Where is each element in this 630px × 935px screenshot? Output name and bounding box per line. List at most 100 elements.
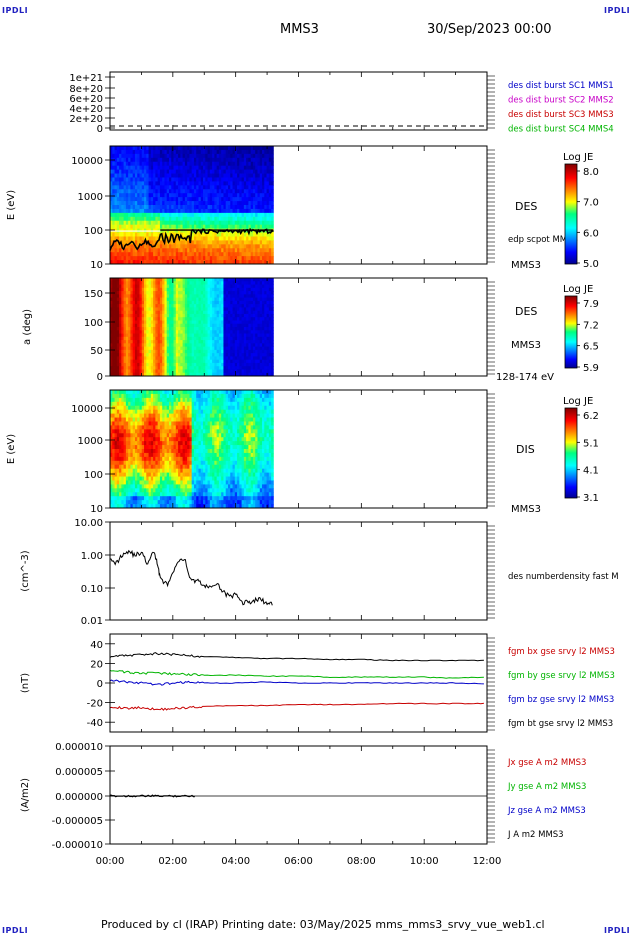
des_pitch-cell — [209, 372, 213, 377]
des_pitch-cell — [259, 366, 263, 370]
des_pitch-cell — [268, 281, 272, 285]
des_energy-cell — [266, 236, 270, 241]
dis_energy-cell — [144, 472, 147, 477]
des_pitch-cell — [209, 300, 213, 305]
des_pitch-cell — [114, 300, 118, 305]
des_energy-cell — [153, 153, 156, 159]
des_energy-cell — [241, 205, 245, 210]
des_energy-cell — [178, 185, 181, 190]
des_pitch-cell — [155, 327, 159, 331]
des_pitch-cell — [130, 343, 134, 347]
des_energy-cell — [271, 197, 274, 202]
des_pitch-cell — [134, 349, 138, 354]
des_energy-cell — [144, 146, 147, 151]
dis_energy-cell — [119, 437, 122, 442]
des_pitch-cell — [216, 278, 220, 282]
des_pitch-cell — [182, 369, 186, 374]
des_pitch-cell — [112, 278, 115, 282]
dis_energy-cell — [144, 464, 147, 470]
des_pitch-cell — [221, 359, 224, 364]
des_pitch-cell — [271, 372, 274, 377]
des_energy-cell — [259, 193, 263, 198]
des_energy-cell — [209, 256, 213, 261]
dis_energy-cell — [146, 460, 149, 466]
des_pitch-cell — [112, 333, 115, 338]
des_energy-cell — [252, 216, 256, 222]
des_pitch-cell — [196, 313, 199, 318]
des_energy-cell — [139, 161, 143, 167]
des_pitch-cell — [134, 304, 138, 308]
des_pitch-cell — [141, 356, 145, 361]
dis_energy-cell — [123, 480, 127, 485]
des_pitch-cell — [189, 356, 193, 361]
des_pitch-cell — [148, 287, 152, 292]
dis_energy-cell — [148, 496, 152, 501]
des_energy-cell — [196, 252, 199, 257]
des_pitch-cell — [153, 323, 156, 328]
des_energy-cell — [193, 177, 197, 182]
des_energy-cell — [139, 169, 143, 174]
des_pitch-cell — [110, 359, 113, 364]
des_pitch-cell — [216, 284, 220, 289]
dis_energy-cell — [139, 452, 143, 458]
des_energy-cell — [137, 197, 140, 202]
des_pitch-cell — [246, 307, 249, 312]
des_energy-cell — [162, 208, 165, 214]
des_pitch-cell — [184, 317, 188, 321]
des_pitch-cell — [252, 297, 256, 302]
des_energy-cell — [248, 220, 252, 226]
des_energy-cell — [227, 153, 231, 159]
des_pitch-cell — [196, 327, 199, 331]
des_pitch-cell — [227, 356, 231, 361]
des_energy-cell — [146, 205, 149, 210]
des_energy-cell — [257, 256, 261, 261]
des_energy-cell — [264, 185, 267, 190]
des_energy-cell — [268, 149, 272, 155]
des_pitch-cell — [128, 340, 131, 344]
des_energy-cell — [180, 248, 184, 253]
des_pitch-cell — [171, 356, 174, 361]
des_pitch-cell — [155, 356, 159, 361]
des_energy-cell — [264, 256, 267, 261]
des_pitch-cell — [191, 356, 195, 361]
des_energy-cell — [239, 216, 242, 222]
des_energy-cell — [230, 161, 233, 167]
des_energy-cell — [184, 208, 188, 214]
des_pitch-cell — [196, 372, 199, 377]
des_energy-cell — [132, 236, 136, 241]
des_pitch-cell — [200, 313, 204, 318]
des_energy-cell — [164, 169, 168, 174]
des_pitch-cell — [257, 330, 261, 334]
des_energy-cell — [237, 146, 240, 151]
des_energy-cell — [237, 153, 240, 159]
des_pitch-cell — [257, 366, 261, 370]
des_pitch-cell — [130, 297, 134, 302]
des_energy-cell — [114, 248, 118, 253]
des_energy-cell — [241, 185, 245, 190]
dis_energy-cell — [157, 437, 161, 442]
des_energy-cell — [214, 228, 218, 233]
des_pitch-cell — [116, 349, 120, 354]
dis_energy-cell — [146, 393, 149, 399]
des_energy-cell — [182, 189, 186, 194]
des_energy-cell — [216, 177, 220, 182]
des_pitch-cell — [259, 294, 263, 298]
dis_energy-cell — [146, 476, 149, 481]
des_pitch-cell — [148, 336, 152, 341]
des_pitch-cell — [155, 294, 159, 298]
des_energy-cell — [266, 240, 270, 245]
des_energy-cell — [198, 212, 202, 218]
des_energy-cell — [252, 256, 256, 261]
des_pitch-cell — [214, 356, 218, 361]
des_pitch-cell — [164, 349, 168, 354]
des_pitch-cell — [230, 287, 233, 292]
des_pitch-cell — [255, 366, 258, 370]
des_energy-cell — [155, 153, 159, 159]
des_pitch-cell — [150, 366, 154, 370]
des_pitch-cell — [207, 281, 211, 285]
des_pitch-cell — [162, 313, 165, 318]
des_pitch-cell — [232, 310, 236, 315]
des_pitch-cell — [216, 333, 220, 338]
des_energy-cell — [168, 252, 172, 257]
dis_energy-cell — [130, 492, 134, 497]
